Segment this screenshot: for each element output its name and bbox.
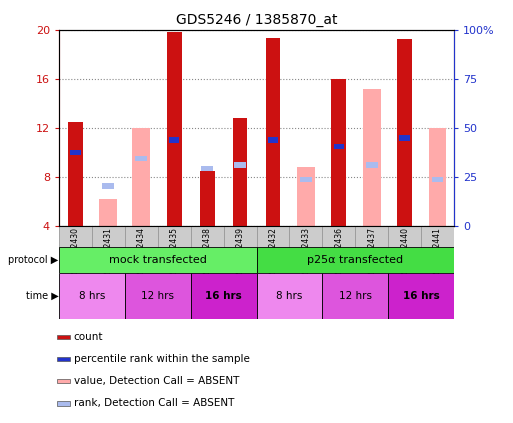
Text: 16 hrs: 16 hrs (205, 291, 242, 301)
Bar (201, 166, 213, 171)
Text: 8 hrs: 8 hrs (78, 291, 105, 301)
Text: GSM1252430: GSM1252430 (71, 228, 80, 278)
Bar (59, 273, 125, 319)
Text: GSM1252437: GSM1252437 (367, 228, 376, 278)
Bar (355, 226, 388, 250)
Bar (135, 156, 147, 162)
Bar (235, 162, 245, 168)
Text: 16 hrs: 16 hrs (403, 291, 440, 301)
Bar (256, 247, 454, 273)
Text: protocol ▶: protocol ▶ (8, 255, 58, 265)
Bar (268, 137, 278, 143)
Text: 12 hrs: 12 hrs (339, 291, 372, 301)
Bar (57, 379, 69, 383)
Bar (158, 226, 191, 250)
Bar (59, 226, 92, 250)
Bar (132, 128, 150, 226)
Bar (125, 273, 191, 319)
Bar (191, 226, 224, 250)
Text: GSM1252433: GSM1252433 (301, 228, 310, 278)
Bar (200, 171, 214, 226)
Bar (363, 89, 381, 226)
Text: GSM1252441: GSM1252441 (433, 228, 442, 278)
Bar (68, 122, 83, 226)
Text: GSM1252432: GSM1252432 (268, 228, 278, 278)
Bar (366, 162, 378, 168)
Bar (297, 167, 315, 226)
Text: rank, Detection Call = ABSENT: rank, Detection Call = ABSENT (74, 398, 234, 409)
Text: GSM1252438: GSM1252438 (203, 228, 212, 278)
Text: GSM1252435: GSM1252435 (170, 228, 179, 278)
Bar (388, 226, 421, 250)
Bar (92, 226, 125, 250)
Title: GDS5246 / 1385870_at: GDS5246 / 1385870_at (176, 13, 337, 27)
Bar (421, 226, 454, 250)
Text: mock transfected: mock transfected (109, 255, 207, 265)
Bar (167, 32, 182, 226)
Text: count: count (74, 332, 103, 342)
Text: GSM1252440: GSM1252440 (400, 228, 409, 278)
Bar (57, 335, 69, 339)
Bar (256, 226, 289, 250)
Text: value, Detection Call = ABSENT: value, Detection Call = ABSENT (74, 376, 239, 386)
Bar (331, 79, 346, 226)
Bar (70, 150, 81, 155)
Bar (100, 199, 117, 226)
Bar (300, 177, 312, 182)
Bar (322, 226, 355, 250)
Bar (169, 137, 180, 143)
Bar (431, 177, 443, 182)
Bar (256, 273, 322, 319)
Text: GSM1252436: GSM1252436 (334, 228, 343, 278)
Text: percentile rank within the sample: percentile rank within the sample (74, 354, 249, 364)
Text: p25α transfected: p25α transfected (307, 255, 403, 265)
Text: GSM1252434: GSM1252434 (137, 228, 146, 278)
Bar (232, 118, 247, 226)
Bar (333, 144, 344, 149)
Text: GSM1252431: GSM1252431 (104, 228, 113, 278)
Bar (289, 226, 322, 250)
Text: GSM1252439: GSM1252439 (235, 228, 245, 278)
Bar (59, 247, 256, 273)
Bar (429, 128, 446, 226)
Bar (266, 38, 281, 226)
Bar (103, 183, 114, 189)
Bar (388, 273, 454, 319)
Text: 12 hrs: 12 hrs (141, 291, 174, 301)
Bar (57, 401, 69, 406)
Bar (57, 357, 69, 361)
Bar (234, 162, 246, 168)
Bar (322, 273, 388, 319)
Bar (125, 226, 158, 250)
Bar (191, 273, 256, 319)
Text: time ▶: time ▶ (26, 291, 58, 301)
Bar (397, 39, 412, 226)
Bar (400, 135, 410, 140)
Text: 8 hrs: 8 hrs (276, 291, 303, 301)
Bar (224, 226, 256, 250)
